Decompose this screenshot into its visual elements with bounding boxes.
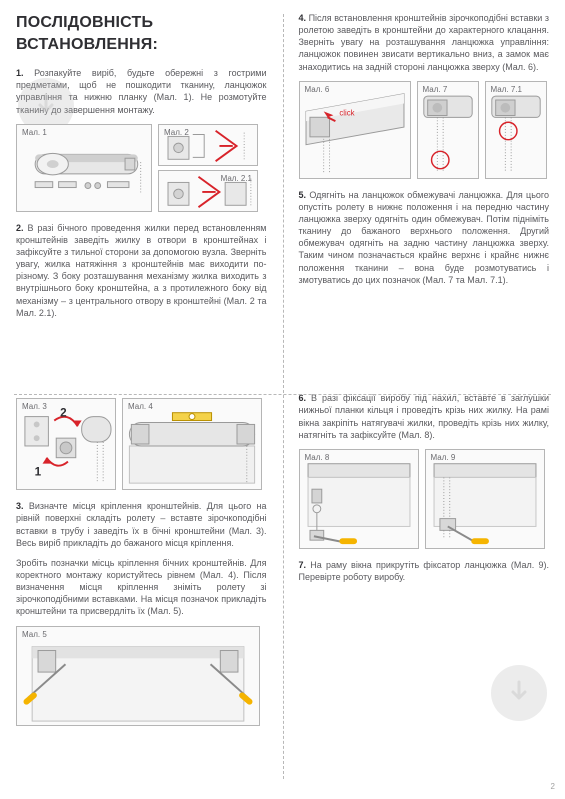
quadrant-top-right: 4. Після встановлення кронштейнів зірочк… — [283, 12, 565, 380]
figure-2: Мал. 2 — [158, 124, 258, 166]
svg-text:2: 2 — [60, 407, 67, 420]
step-2: 2. В разі бічного проведення жилки перед… — [16, 222, 267, 319]
step-5: 5. Одягніть на ланцюжок обмежувачі ланцю… — [299, 189, 550, 286]
step-text: Розпакуйте виріб, будьте обережні з гост… — [16, 68, 267, 114]
fig-label: Мал. 1 — [22, 128, 47, 139]
step-text: Визначте місця кріплення кронштейнів. Дл… — [16, 501, 267, 547]
page-number: 2 — [551, 782, 555, 793]
figure-7-1: Мал. 7.1 — [485, 81, 547, 179]
figure-6: Мал. 6 click — [299, 81, 411, 179]
step-text: Зробіть позначки місць кріплення бічних … — [16, 558, 267, 617]
fig-label: Мал. 9 — [431, 453, 456, 464]
figure-7: Мал. 7 — [417, 81, 479, 179]
click-label: click — [339, 108, 354, 117]
step-num: 1. — [16, 68, 24, 78]
vertical-divider — [283, 14, 284, 779]
figure-5-svg — [17, 627, 259, 725]
step-4: 4. Після встановлення кронштейнів зірочк… — [299, 12, 550, 73]
step-num: 7. — [299, 560, 307, 570]
fig-label: Мал. 7 — [423, 85, 448, 96]
fig-label: Мал. 2 — [164, 128, 189, 139]
fig-label: Мал. 7.1 — [491, 85, 522, 96]
figure-4: Мал. 4 — [122, 398, 262, 490]
fig-row-3: Мал. 3 2 1 — [16, 398, 267, 490]
step-3b: Зробіть позначки місць кріплення бічних … — [16, 557, 267, 618]
fig-label: Мал. 5 — [22, 630, 47, 641]
figure-71-svg — [486, 82, 546, 178]
quadrant-bottom-right: 6. В разі фіксації виробу під нахил, вст… — [283, 380, 565, 789]
step-6: 6. В разі фіксації виробу під нахил, вст… — [299, 392, 550, 441]
fig-row-1: Мал. 1 Мал. 2 — [16, 124, 267, 212]
step-text: В разі фіксації виробу під нахил, вставт… — [299, 393, 550, 439]
quadrant-bottom-left: Мал. 3 2 1 — [0, 380, 283, 789]
step-text: Одягніть на ланцюжок обмежувачі ланцюжка… — [299, 190, 550, 285]
fig-label: Мал. 6 — [305, 85, 330, 96]
figure-3: Мал. 3 2 1 — [16, 398, 116, 490]
figure-6-svg: click — [300, 82, 410, 178]
fig-row-5: Мал. 5 — [16, 626, 267, 726]
figure-8: Мал. 8 — [299, 449, 419, 549]
step-num: 3. — [16, 501, 24, 511]
fig-label: Мал. 8 — [305, 453, 330, 464]
fig-row-4: Мал. 6 click Мал. 7 — [299, 81, 550, 179]
step-7: 7. На раму вікна прикрутіть фіксатор лан… — [299, 559, 550, 583]
svg-text:1: 1 — [35, 466, 42, 479]
step-text: Після встановлення кронштейнів зірочкопо… — [299, 13, 550, 72]
fig-label: Мал. 4 — [128, 402, 153, 413]
step-num: 4. — [299, 13, 307, 23]
step-3: 3. Визначте місця кріплення кронштейнів.… — [16, 500, 267, 549]
step-text: В разі бічного проведення жилки перед вс… — [16, 223, 267, 318]
figure-7-svg — [418, 82, 478, 178]
figure-2-1: Мал. 2.1 — [158, 170, 258, 212]
step-num: 5. — [299, 190, 307, 200]
quadrant-top-left: ПОСЛІДОВНІСТЬ ВСТАНОВЛЕННЯ: 1. Розпакуйт… — [0, 12, 283, 380]
figure-8-svg — [300, 450, 418, 548]
figure-5: Мал. 5 — [16, 626, 260, 726]
figure-9-svg — [426, 450, 544, 548]
step-1: 1. Розпакуйте виріб, будьте обережні з г… — [16, 67, 267, 116]
figure-9: Мал. 9 — [425, 449, 545, 549]
step-text: На раму вікна прикрутіть фіксатор ланцюж… — [299, 560, 550, 582]
step-num: 2. — [16, 223, 24, 233]
figure-1: Мал. 1 — [16, 124, 152, 212]
fig-label: Мал. 3 — [22, 402, 47, 413]
fig-row-6: Мал. 8 Мал. 9 — [299, 449, 550, 549]
page-title: ПОСЛІДОВНІСТЬ ВСТАНОВЛЕННЯ: — [16, 12, 267, 55]
fig-label: Мал. 2.1 — [221, 174, 252, 185]
horizontal-divider — [14, 394, 551, 395]
